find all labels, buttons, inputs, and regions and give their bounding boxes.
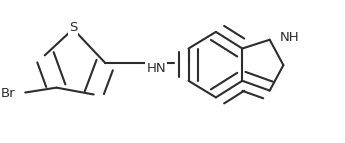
Text: S: S [69,21,77,34]
Text: HN: HN [146,62,166,75]
Text: Br: Br [1,87,16,100]
Text: NH: NH [279,31,299,44]
